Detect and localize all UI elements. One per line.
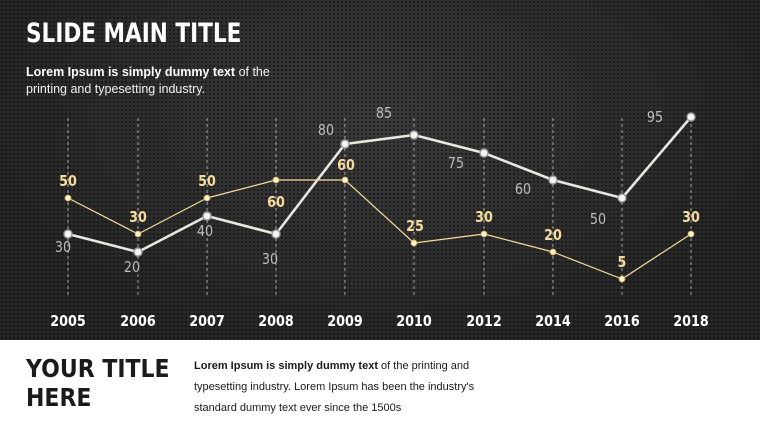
chart-background [0, 0, 760, 340]
bottom-title: YOUR TITLE HERE [26, 354, 170, 412]
data-label-a-2006: 20 [124, 259, 140, 276]
data-label-a-2009: 80 [318, 122, 334, 139]
series-line-b [67, 179, 692, 280]
data-point-b-2007 [203, 194, 211, 202]
data-label-b-2007: 50 [198, 173, 216, 190]
data-point-a-2005 [63, 229, 73, 239]
data-point-a-2006 [133, 247, 143, 257]
x-tick-label-2014: 2014 [535, 313, 571, 330]
slide-main-title: SLIDE MAIN TITLE [26, 18, 242, 49]
data-point-b-2010 [410, 239, 418, 247]
data-point-a-2012 [479, 148, 489, 158]
bottom-description: Lorem Ipsum is simply dummy text of the … [194, 356, 484, 419]
x-tick-label-2008: 2008 [258, 313, 293, 330]
data-point-b-2006 [134, 230, 142, 238]
data-point-b-2016 [618, 275, 626, 283]
data-label-a-2012: 75 [448, 155, 464, 172]
data-label-a-2016: 50 [590, 211, 606, 228]
data-point-a-2010 [409, 130, 419, 140]
data-point-a-2007 [202, 211, 212, 221]
data-label-a-2008: 30 [262, 251, 278, 268]
data-point-a-2014 [548, 175, 558, 185]
data-label-a-2014: 60 [515, 181, 531, 198]
subtitle-bold: Lorem Ipsum is simply dummy text [26, 65, 236, 79]
data-point-b-2005 [64, 194, 72, 202]
x-tick-label-2018: 2018 [673, 313, 708, 330]
series-line-a [67, 116, 692, 254]
data-label-a-2005: 30 [55, 239, 71, 256]
x-tick-label-2016: 2016 [604, 313, 639, 330]
line-chart: 2005 2006 2007 2008 2009 2010 2012 2014 2016 2018… [50, 105, 708, 330]
data-label-b-2009: 60 [337, 157, 355, 174]
data-label-b-2014: 20 [544, 227, 562, 244]
slide-subtitle: Lorem Ipsum is simply dummy text of the … [26, 64, 286, 98]
x-tick-label-2007: 2007 [189, 313, 224, 330]
data-label-b-2006: 30 [129, 209, 147, 226]
data-point-a-2009 [340, 139, 350, 149]
data-point-a-2018 [686, 112, 696, 122]
data-point-b-2012 [480, 230, 488, 238]
data-point-b-2008 [272, 176, 280, 184]
data-label-b-2018: 30 [682, 209, 700, 226]
x-tick-label-2005: 2005 [50, 313, 85, 330]
x-tick-label-2009: 2009 [327, 313, 362, 330]
x-tick-label-2006: 2006 [120, 313, 155, 330]
data-label-b-2005: 50 [59, 173, 77, 190]
data-point-b-2018 [687, 230, 695, 238]
data-label-b-2008: 60 [267, 194, 285, 211]
bottom-text-bold: Lorem Ipsum is simply dummy text [194, 360, 378, 372]
x-tick-label-2010: 2010 [396, 313, 432, 330]
data-point-b-2009 [341, 176, 349, 184]
data-point-b-2014 [549, 248, 557, 256]
data-label-a-2018: 95 [647, 109, 663, 126]
subtitle-rest: of the printing and typesetting industry… [26, 65, 270, 96]
data-label-b-2010: 25 [406, 218, 424, 235]
x-tick-label-2012: 2012 [466, 313, 501, 330]
bottom-text-rest: of the printing and typesetting industry… [194, 360, 475, 414]
data-label-a-2007: 40 [197, 223, 213, 240]
data-label-b-2012: 30 [475, 209, 493, 226]
data-label-b-2016: 5 [618, 254, 627, 271]
data-point-a-2016 [617, 193, 627, 203]
data-label-a-2010: 85 [376, 105, 392, 122]
data-point-a-2008 [271, 229, 281, 239]
